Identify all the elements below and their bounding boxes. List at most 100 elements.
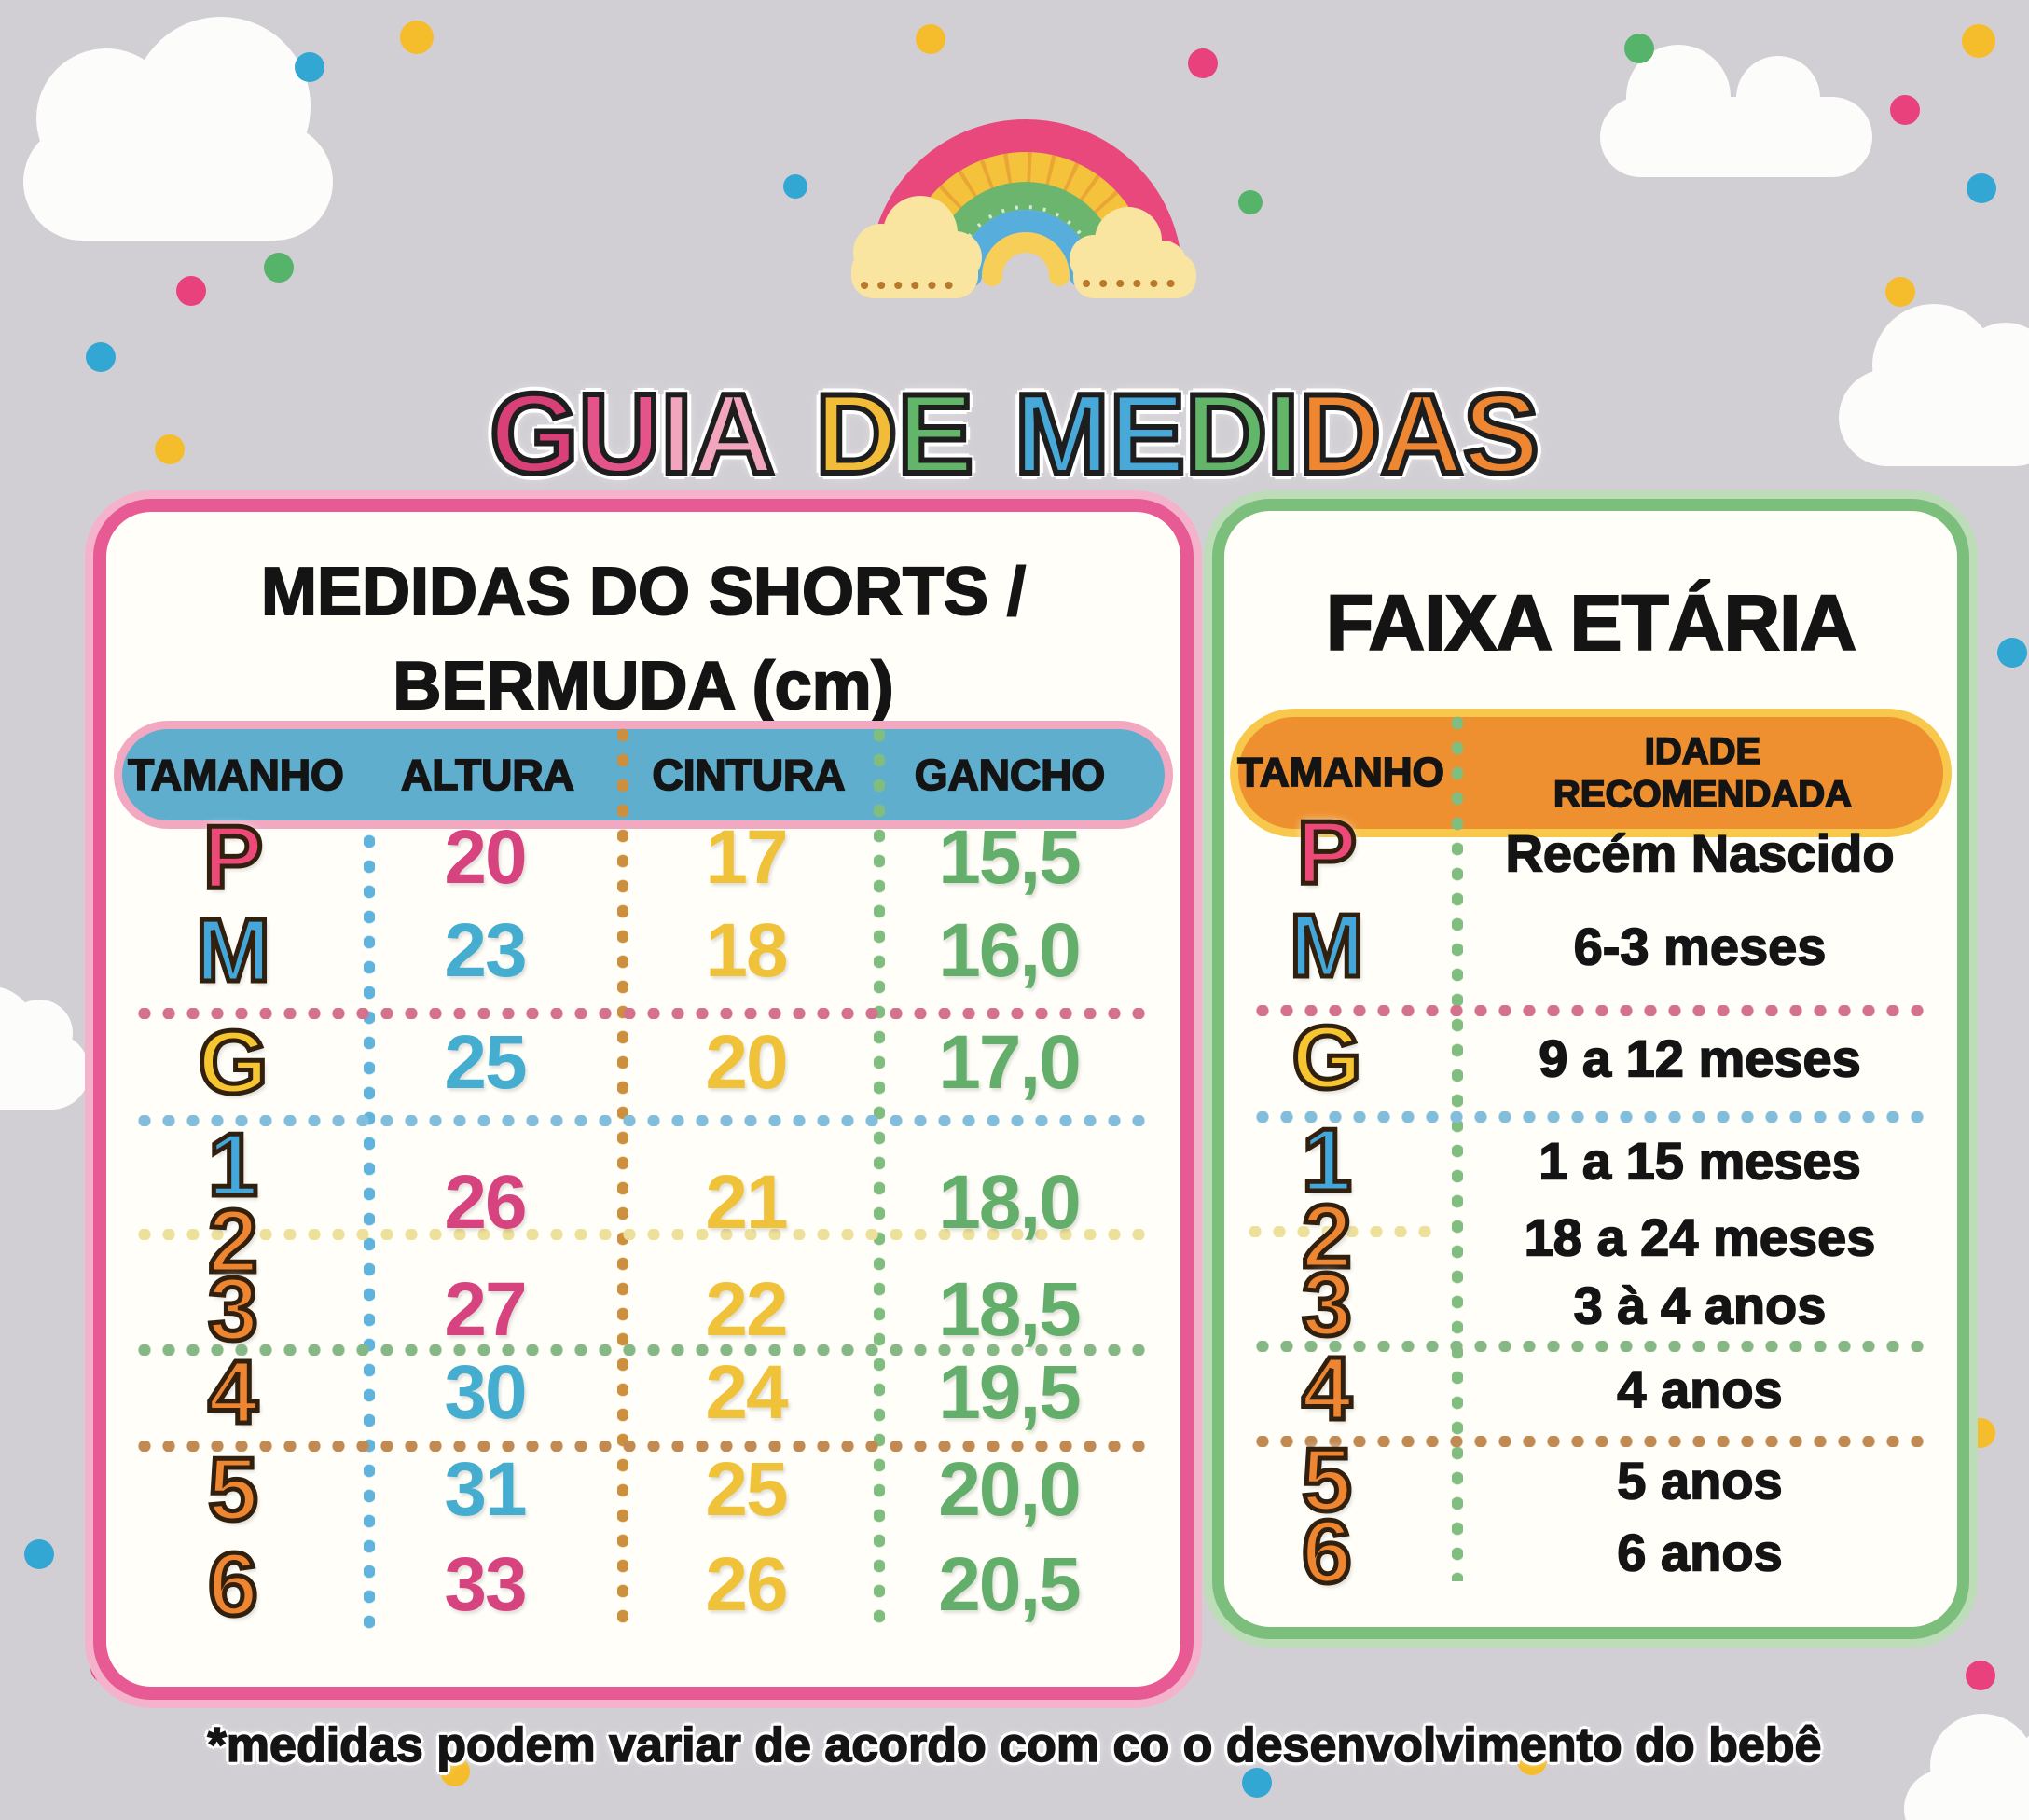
size-label: 3	[1300, 1255, 1354, 1355]
row-divider	[1243, 1226, 1439, 1237]
size-label: 2	[206, 1192, 260, 1291]
altura-value: 23	[444, 908, 527, 993]
altura-value: 25	[444, 1020, 527, 1105]
confetti-dot	[1188, 48, 1218, 78]
measurements-header-row: TAMANHO ALTURA CINTURA GANCHO	[114, 721, 1173, 829]
gancho-value: 18,0	[938, 1160, 1082, 1245]
col-header-tamanho: TAMANHO	[1236, 749, 1444, 796]
left-card-title: MEDIDAS DO SHORTS / BERMUDA (cm)	[106, 545, 1180, 734]
confetti-dot	[916, 24, 945, 54]
col-header-cintura: CINTURA	[652, 750, 847, 800]
left-card-title-line1: MEDIDAS DO SHORTS /	[260, 554, 1027, 630]
altura-value: 20	[444, 815, 527, 900]
gancho-value: 18,5	[938, 1267, 1082, 1352]
size-label: G	[1290, 1008, 1364, 1108]
shorts-measurements-card: MEDIDAS DO SHORTS / BERMUDA (cm) TAMANHO…	[93, 499, 1194, 1700]
confetti-dot	[1997, 638, 2027, 668]
col-header-gancho: GANCHO	[914, 750, 1106, 800]
confetti-dot	[1885, 277, 1915, 307]
title-letter: M	[1012, 369, 1112, 497]
title-letter: D	[812, 369, 900, 497]
confetti-dot	[783, 174, 807, 199]
row-divider	[1250, 1005, 1931, 1016]
cloud	[23, 17, 333, 241]
cloud	[0, 986, 90, 1110]
size-label: M	[1288, 896, 1367, 996]
cintura-value: 20	[705, 1020, 788, 1105]
title-letter: G	[487, 369, 581, 497]
cloud	[1600, 45, 1872, 177]
right-card-title: FAIXA ETÁRIA	[1325, 578, 1857, 668]
row-divider	[1250, 1341, 1931, 1352]
size-label: 3	[206, 1260, 260, 1359]
confetti-dot	[1890, 95, 1920, 125]
confetti-dot	[1966, 1418, 1995, 1448]
title-letter: E	[1107, 369, 1188, 497]
page-title: GUIA DE MEDIDAS	[0, 369, 2029, 497]
row-divider	[132, 1441, 1154, 1452]
cloud	[1839, 304, 2029, 466]
row-divider	[132, 1344, 1154, 1356]
title-letter: U	[575, 369, 663, 497]
title-letter: S	[1460, 369, 1541, 497]
age-label: 1 a 15 meses	[1538, 1131, 1861, 1192]
left-card-title-line2: BERMUDA (cm)	[392, 648, 894, 724]
column-divider	[1452, 710, 1463, 1581]
title-letter: E	[895, 369, 976, 497]
cintura-value: 21	[705, 1160, 788, 1245]
confetti-dot	[1624, 34, 1654, 63]
size-label: P	[1294, 803, 1359, 903]
confetti-dot	[86, 342, 116, 372]
age-label: 5 anos	[1616, 1451, 1783, 1511]
age-label: 6 anos	[1616, 1523, 1783, 1583]
size-label: 4	[206, 1343, 260, 1442]
row-divider	[132, 1008, 1154, 1019]
cintura-value: 26	[705, 1542, 788, 1627]
confetti-dot	[1517, 1745, 1547, 1775]
gancho-value: 20,5	[938, 1542, 1082, 1627]
gancho-value: 16,0	[938, 908, 1082, 993]
size-label: 1	[206, 1115, 260, 1215]
title-letter: A	[689, 369, 777, 497]
confetti-dot	[400, 21, 434, 54]
confetti-dot	[176, 276, 206, 306]
confetti-dot	[155, 434, 185, 464]
confetti-dot	[24, 1539, 54, 1569]
age-range-card: FAIXA ETÁRIA TAMANHO IDADE RECOMENDADA P…	[1212, 499, 1969, 1639]
col-header-altura: ALTURA	[400, 750, 574, 800]
confetti-dot	[440, 1757, 470, 1786]
age-label: 6-3 meses	[1573, 917, 1827, 977]
confetti-dot	[1238, 190, 1263, 214]
confetti-dot	[295, 52, 324, 82]
size-label: P	[200, 807, 265, 907]
altura-value: 30	[444, 1350, 527, 1435]
confetti-dot	[1962, 24, 1995, 58]
age-label: 3 à 4 anos	[1573, 1275, 1827, 1336]
column-divider	[617, 723, 628, 1633]
title-letter: I	[1264, 369, 1302, 497]
altura-value: 27	[444, 1267, 527, 1352]
size-label: G	[196, 1013, 270, 1112]
cintura-value: 24	[705, 1350, 788, 1435]
row-divider	[1250, 1436, 1931, 1447]
size-label: 1	[1300, 1110, 1354, 1210]
size-label: 6	[206, 1535, 260, 1634]
age-label: 4 anos	[1616, 1359, 1783, 1420]
confetti-dot	[264, 253, 294, 283]
cintura-value: 18	[705, 908, 788, 993]
gancho-value: 20,0	[938, 1447, 1082, 1532]
title-letter: A	[1378, 369, 1466, 497]
size-label: 2	[1300, 1187, 1354, 1287]
confetti-dot	[1966, 1661, 1995, 1690]
footnote: *medidas podem variar de acordo com co o…	[207, 1717, 1823, 1773]
column-divider	[874, 723, 885, 1633]
title-letter: D	[1182, 369, 1270, 497]
age-label: 18 a 24 meses	[1524, 1207, 1876, 1268]
altura-value: 31	[444, 1447, 527, 1532]
col-header-idade-recomendada: IDADE RECOMENDADA	[1553, 730, 1853, 816]
title-letter: D	[1296, 369, 1384, 497]
age-header-row: TAMANHO IDADE RECOMENDADA	[1230, 709, 1952, 837]
cloud	[1904, 1714, 2029, 1820]
row-divider	[132, 1229, 1154, 1240]
